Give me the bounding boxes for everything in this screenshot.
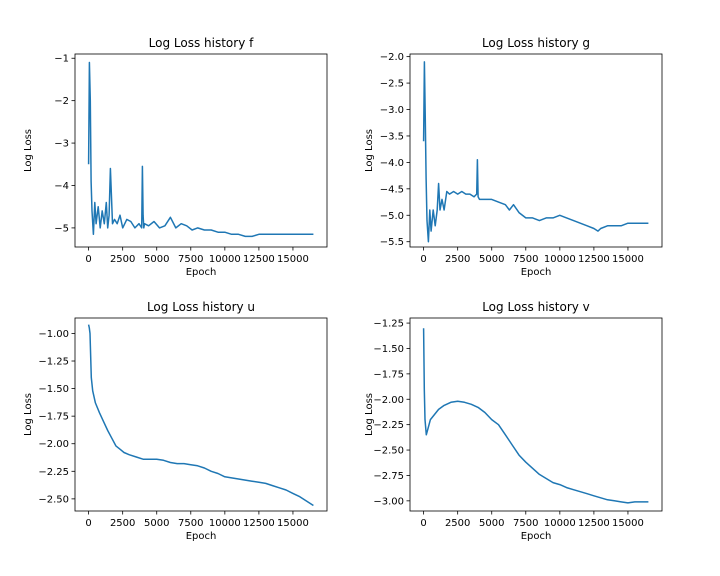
plot-title: Log Loss history v bbox=[482, 300, 590, 314]
y-tick-label: −2.50 bbox=[373, 446, 404, 457]
axes-frame bbox=[74, 317, 328, 512]
x-tick-label: 12500 bbox=[243, 254, 275, 265]
subplot-2: Log Loss history u 0 2500 5000 7500 10000 1250… bbox=[23, 300, 328, 542]
y-axis-label: Log Loss bbox=[23, 129, 34, 172]
y-tick-label: −1.75 bbox=[373, 369, 404, 380]
x-tick-label: 5000 bbox=[479, 518, 504, 529]
y-tick-label: −1.50 bbox=[373, 344, 404, 355]
y-tick-label: −4.5 bbox=[380, 184, 404, 195]
y-tick-label: −2.50 bbox=[38, 494, 69, 505]
y-tick-label: −2.25 bbox=[373, 420, 404, 431]
plot-title: Log Loss history g bbox=[482, 36, 590, 50]
y-axis-label: Log Loss bbox=[364, 129, 375, 172]
x-axis-label: Epoch bbox=[521, 267, 552, 278]
y-tick-label: −2.00 bbox=[373, 395, 404, 406]
series-line bbox=[87, 61, 314, 238]
x-tick-label: 15000 bbox=[612, 254, 644, 265]
x-tick-label: 12500 bbox=[243, 518, 275, 529]
y-tick-label: −4.0 bbox=[380, 158, 404, 169]
series-line bbox=[422, 61, 649, 243]
x-tick-label: 0 bbox=[420, 254, 426, 265]
y-tick-label: −1.00 bbox=[38, 329, 69, 340]
x-tick-label: 2500 bbox=[445, 254, 470, 265]
x-tick-label: 2500 bbox=[110, 254, 135, 265]
y-tick-label: −1 bbox=[54, 54, 69, 65]
y-tick-label: −2.5 bbox=[380, 79, 404, 90]
x-tick-label: 10000 bbox=[209, 254, 241, 265]
x-tick-label: 7500 bbox=[513, 254, 538, 265]
x-tick-label: 15000 bbox=[277, 254, 309, 265]
y-tick-label: −2.25 bbox=[38, 467, 69, 478]
y-tick-label: −2 bbox=[54, 96, 69, 107]
y-tick-label: −5.0 bbox=[380, 211, 404, 222]
x-tick-label: 0 bbox=[85, 254, 91, 265]
y-tick-label: −3.5 bbox=[380, 131, 404, 142]
series-line bbox=[87, 324, 314, 507]
x-tick-label: 2500 bbox=[445, 518, 470, 529]
x-tick-label: 0 bbox=[85, 518, 91, 529]
x-tick-label: 12500 bbox=[578, 254, 610, 265]
plot-title: Log Loss history f bbox=[149, 36, 254, 50]
axes-frame bbox=[409, 53, 663, 248]
x-tick-label: 0 bbox=[420, 518, 426, 529]
y-tick-label: −1.25 bbox=[38, 357, 69, 368]
y-axis-label: Log Loss bbox=[23, 393, 34, 436]
x-axis-label: Epoch bbox=[521, 531, 552, 542]
x-tick-label: 12500 bbox=[578, 518, 610, 529]
x-tick-label: 5000 bbox=[479, 254, 504, 265]
axes-frame bbox=[74, 53, 328, 248]
y-tick-label: −1.25 bbox=[373, 319, 404, 330]
y-tick-label: −2.75 bbox=[373, 471, 404, 482]
x-tick-label: 10000 bbox=[544, 254, 576, 265]
y-axis-label: Log Loss bbox=[364, 393, 375, 436]
x-tick-label: 10000 bbox=[544, 518, 576, 529]
x-axis-label: Epoch bbox=[186, 531, 217, 542]
subplot-0: Log Loss history f 0 2500 5000 7500 10000 1250… bbox=[23, 36, 328, 278]
y-tick-label: −1.75 bbox=[38, 412, 69, 423]
y-tick-label: −4 bbox=[54, 181, 69, 192]
x-tick-label: 5000 bbox=[144, 518, 169, 529]
plot-title: Log Loss history u bbox=[147, 300, 255, 314]
x-axis-label: Epoch bbox=[186, 267, 217, 278]
x-tick-label: 7500 bbox=[178, 518, 203, 529]
y-tick-label: −5.5 bbox=[380, 237, 404, 248]
y-tick-label: −2.0 bbox=[380, 52, 404, 63]
x-tick-label: 7500 bbox=[513, 518, 538, 529]
series-line bbox=[422, 328, 649, 504]
subplot-3: Log Loss history v 0 2500 5000 7500 10000 1250… bbox=[364, 300, 663, 542]
y-tick-label: −5 bbox=[54, 223, 69, 234]
y-tick-label: −3 bbox=[54, 139, 69, 150]
x-tick-label: 7500 bbox=[178, 254, 203, 265]
x-tick-label: 15000 bbox=[277, 518, 309, 529]
x-tick-label: 10000 bbox=[209, 518, 241, 529]
y-tick-label: −2.00 bbox=[38, 439, 69, 450]
x-tick-label: 2500 bbox=[110, 518, 135, 529]
x-tick-label: 15000 bbox=[612, 518, 644, 529]
axes-frame bbox=[409, 317, 663, 512]
subplot-1: Log Loss history g 0 2500 5000 7500 10000 1250… bbox=[364, 36, 663, 278]
y-tick-label: −3.0 bbox=[380, 105, 404, 116]
x-tick-label: 5000 bbox=[144, 254, 169, 265]
y-tick-label: −1.50 bbox=[38, 384, 69, 395]
y-tick-label: −3.00 bbox=[373, 496, 404, 507]
